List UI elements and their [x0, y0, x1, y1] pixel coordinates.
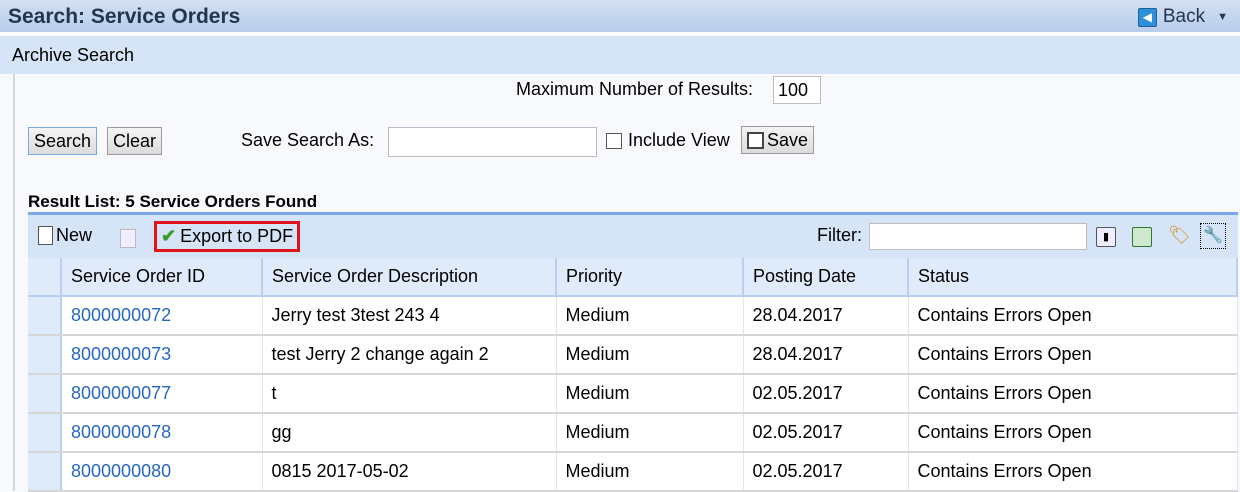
search-button[interactable]: Search — [28, 127, 98, 155]
row-selector[interactable] — [28, 296, 62, 336]
table-row[interactable]: 8000000080 0815 2017-05-02 Medium 02.05.201… — [28, 452, 1238, 492]
tag-icon[interactable]: 🏷 — [1168, 225, 1191, 245]
service-order-link[interactable]: 8000000077 — [71, 383, 172, 403]
floppy-disk-icon — [747, 131, 764, 149]
new-button[interactable]: New — [38, 225, 92, 246]
chevron-down-icon[interactable]: ▼ — [1217, 11, 1228, 23]
save-search-as-input[interactable] — [388, 127, 597, 157]
table-row[interactable]: 8000000078 gg Medium 02.05.2017 Contains Err… — [28, 413, 1238, 453]
table-row[interactable]: 8000000072 Jerry test 3test 243 4 Medium 28… — [28, 296, 1238, 336]
back-arrow-icon: ◀ — [1137, 7, 1157, 27]
cell-status: Contains Errors Open — [908, 374, 1238, 414]
spreadsheet-export-icon[interactable] — [1132, 227, 1152, 247]
cell-posting-date: 28.04.2017 — [743, 335, 909, 375]
row-selector[interactable] — [28, 374, 62, 414]
page-header: Search: Service Orders ◀ Back ▼ — [0, 0, 1240, 34]
max-results-label: Maximum Number of Results: — [516, 79, 754, 99]
table-row[interactable]: 8000000073 test Jerry 2 change again 2 Med… — [28, 335, 1238, 375]
cell-id: 8000000080 — [61, 452, 263, 492]
cell-priority: Medium — [556, 413, 744, 453]
clear-button[interactable]: Clear — [107, 127, 163, 155]
cell-priority: Medium — [556, 452, 744, 492]
cell-id: 8000000077 — [61, 374, 263, 414]
new-document-icon — [38, 226, 53, 245]
column-header-status[interactable]: Status — [908, 258, 1238, 297]
table-header-row: Service Order ID Service Order Descripti… — [28, 258, 1238, 297]
row-selector[interactable] — [28, 413, 62, 453]
results-toolbar: New ✔ Export to PDF Filter: ▮ 🏷 🔧 — [28, 212, 1238, 258]
cell-priority: Medium — [556, 374, 744, 414]
subheader: Archive Search — [0, 36, 1240, 74]
column-header-posting-date[interactable]: Posting Date — [743, 258, 909, 297]
service-order-link[interactable]: 8000000073 — [71, 344, 172, 364]
cell-status: Contains Errors Open — [908, 413, 1238, 453]
new-label: New — [56, 225, 93, 245]
save-button[interactable]: Save — [741, 126, 815, 154]
result-list-title: Result List: 5 Service Orders Found — [28, 192, 318, 211]
select-all-cell[interactable] — [28, 258, 62, 297]
cell-posting-date: 02.05.2017 — [743, 452, 909, 492]
cell-description: t — [262, 374, 557, 414]
cell-status: Contains Errors Open — [908, 335, 1238, 375]
cell-description: Jerry test 3test 243 4 — [262, 296, 557, 336]
column-header-id[interactable]: Service Order ID — [61, 258, 263, 297]
copy-icon[interactable] — [120, 229, 136, 248]
results-table: Service Order ID Service Order Descripti… — [28, 258, 1238, 492]
cell-description: 0815 2017-05-02 — [262, 452, 557, 492]
chart-icon[interactable]: ▮ — [1096, 227, 1116, 247]
filter-label: Filter: — [817, 225, 862, 245]
row-selector[interactable] — [28, 335, 62, 375]
max-results-input[interactable] — [773, 76, 821, 104]
cell-posting-date: 28.04.2017 — [743, 296, 909, 336]
table-row[interactable]: 8000000077 t Medium 02.05.2017 Contains Erro… — [28, 374, 1238, 414]
back-label: Back — [1162, 6, 1206, 27]
wrench-settings-icon[interactable]: 🔧 — [1200, 223, 1226, 249]
back-button[interactable]: ◀ Back ▼ — [1137, 6, 1228, 28]
cell-status: Contains Errors Open — [908, 452, 1238, 492]
service-order-link[interactable]: 8000000080 — [71, 461, 172, 481]
row-selector[interactable] — [28, 452, 62, 492]
archive-search-title: Archive Search — [12, 45, 135, 65]
checkmark-icon: ✔ — [161, 226, 177, 246]
cell-status: Contains Errors Open — [908, 296, 1238, 336]
column-header-description[interactable]: Service Order Description — [262, 258, 557, 297]
export-to-pdf-button[interactable]: ✔ Export to PDF — [154, 221, 301, 252]
cell-id: 8000000072 — [61, 296, 263, 336]
save-label: Save — [767, 129, 809, 150]
service-order-link[interactable]: 8000000072 — [71, 305, 172, 325]
page-title: Search: Service Orders — [8, 5, 241, 28]
save-search-as-label: Save Search As: — [241, 130, 375, 150]
cell-priority: Medium — [556, 335, 744, 375]
export-label: Export to PDF — [180, 226, 294, 246]
cell-posting-date: 02.05.2017 — [743, 413, 909, 453]
filter-input[interactable] — [869, 223, 1087, 250]
cell-id: 8000000073 — [61, 335, 263, 375]
cell-description: test Jerry 2 change again 2 — [262, 335, 557, 375]
divider — [13, 74, 15, 491]
cell-posting-date: 02.05.2017 — [743, 374, 909, 414]
cell-priority: Medium — [556, 296, 744, 336]
cell-id: 8000000078 — [61, 413, 263, 453]
include-view-label: Include View — [628, 130, 730, 150]
column-header-priority[interactable]: Priority — [556, 258, 744, 297]
service-order-link[interactable]: 8000000078 — [71, 422, 172, 442]
cell-description: gg — [262, 413, 557, 453]
include-view-checkbox[interactable] — [606, 133, 622, 149]
